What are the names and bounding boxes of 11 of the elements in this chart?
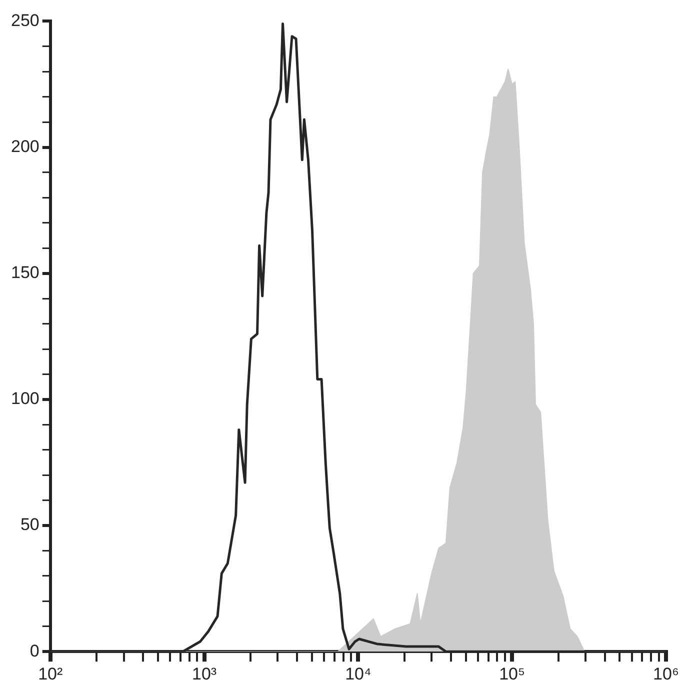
- x-tick-label: 10⁴: [345, 664, 372, 684]
- x-tick-label: 10³: [192, 664, 217, 684]
- y-tick-label: 200: [10, 136, 40, 156]
- y-tick-label: 150: [10, 263, 40, 282]
- x-tick-label: 10⁵: [499, 664, 526, 684]
- y-tick-label: 0: [30, 641, 40, 660]
- y-tick-label: 100: [10, 389, 40, 408]
- x-tick-label: 10²: [38, 664, 63, 684]
- x-tick-label: 10⁶: [653, 664, 679, 684]
- y-tick-label: 50: [20, 515, 40, 534]
- y-tick-label: 250: [10, 10, 40, 30]
